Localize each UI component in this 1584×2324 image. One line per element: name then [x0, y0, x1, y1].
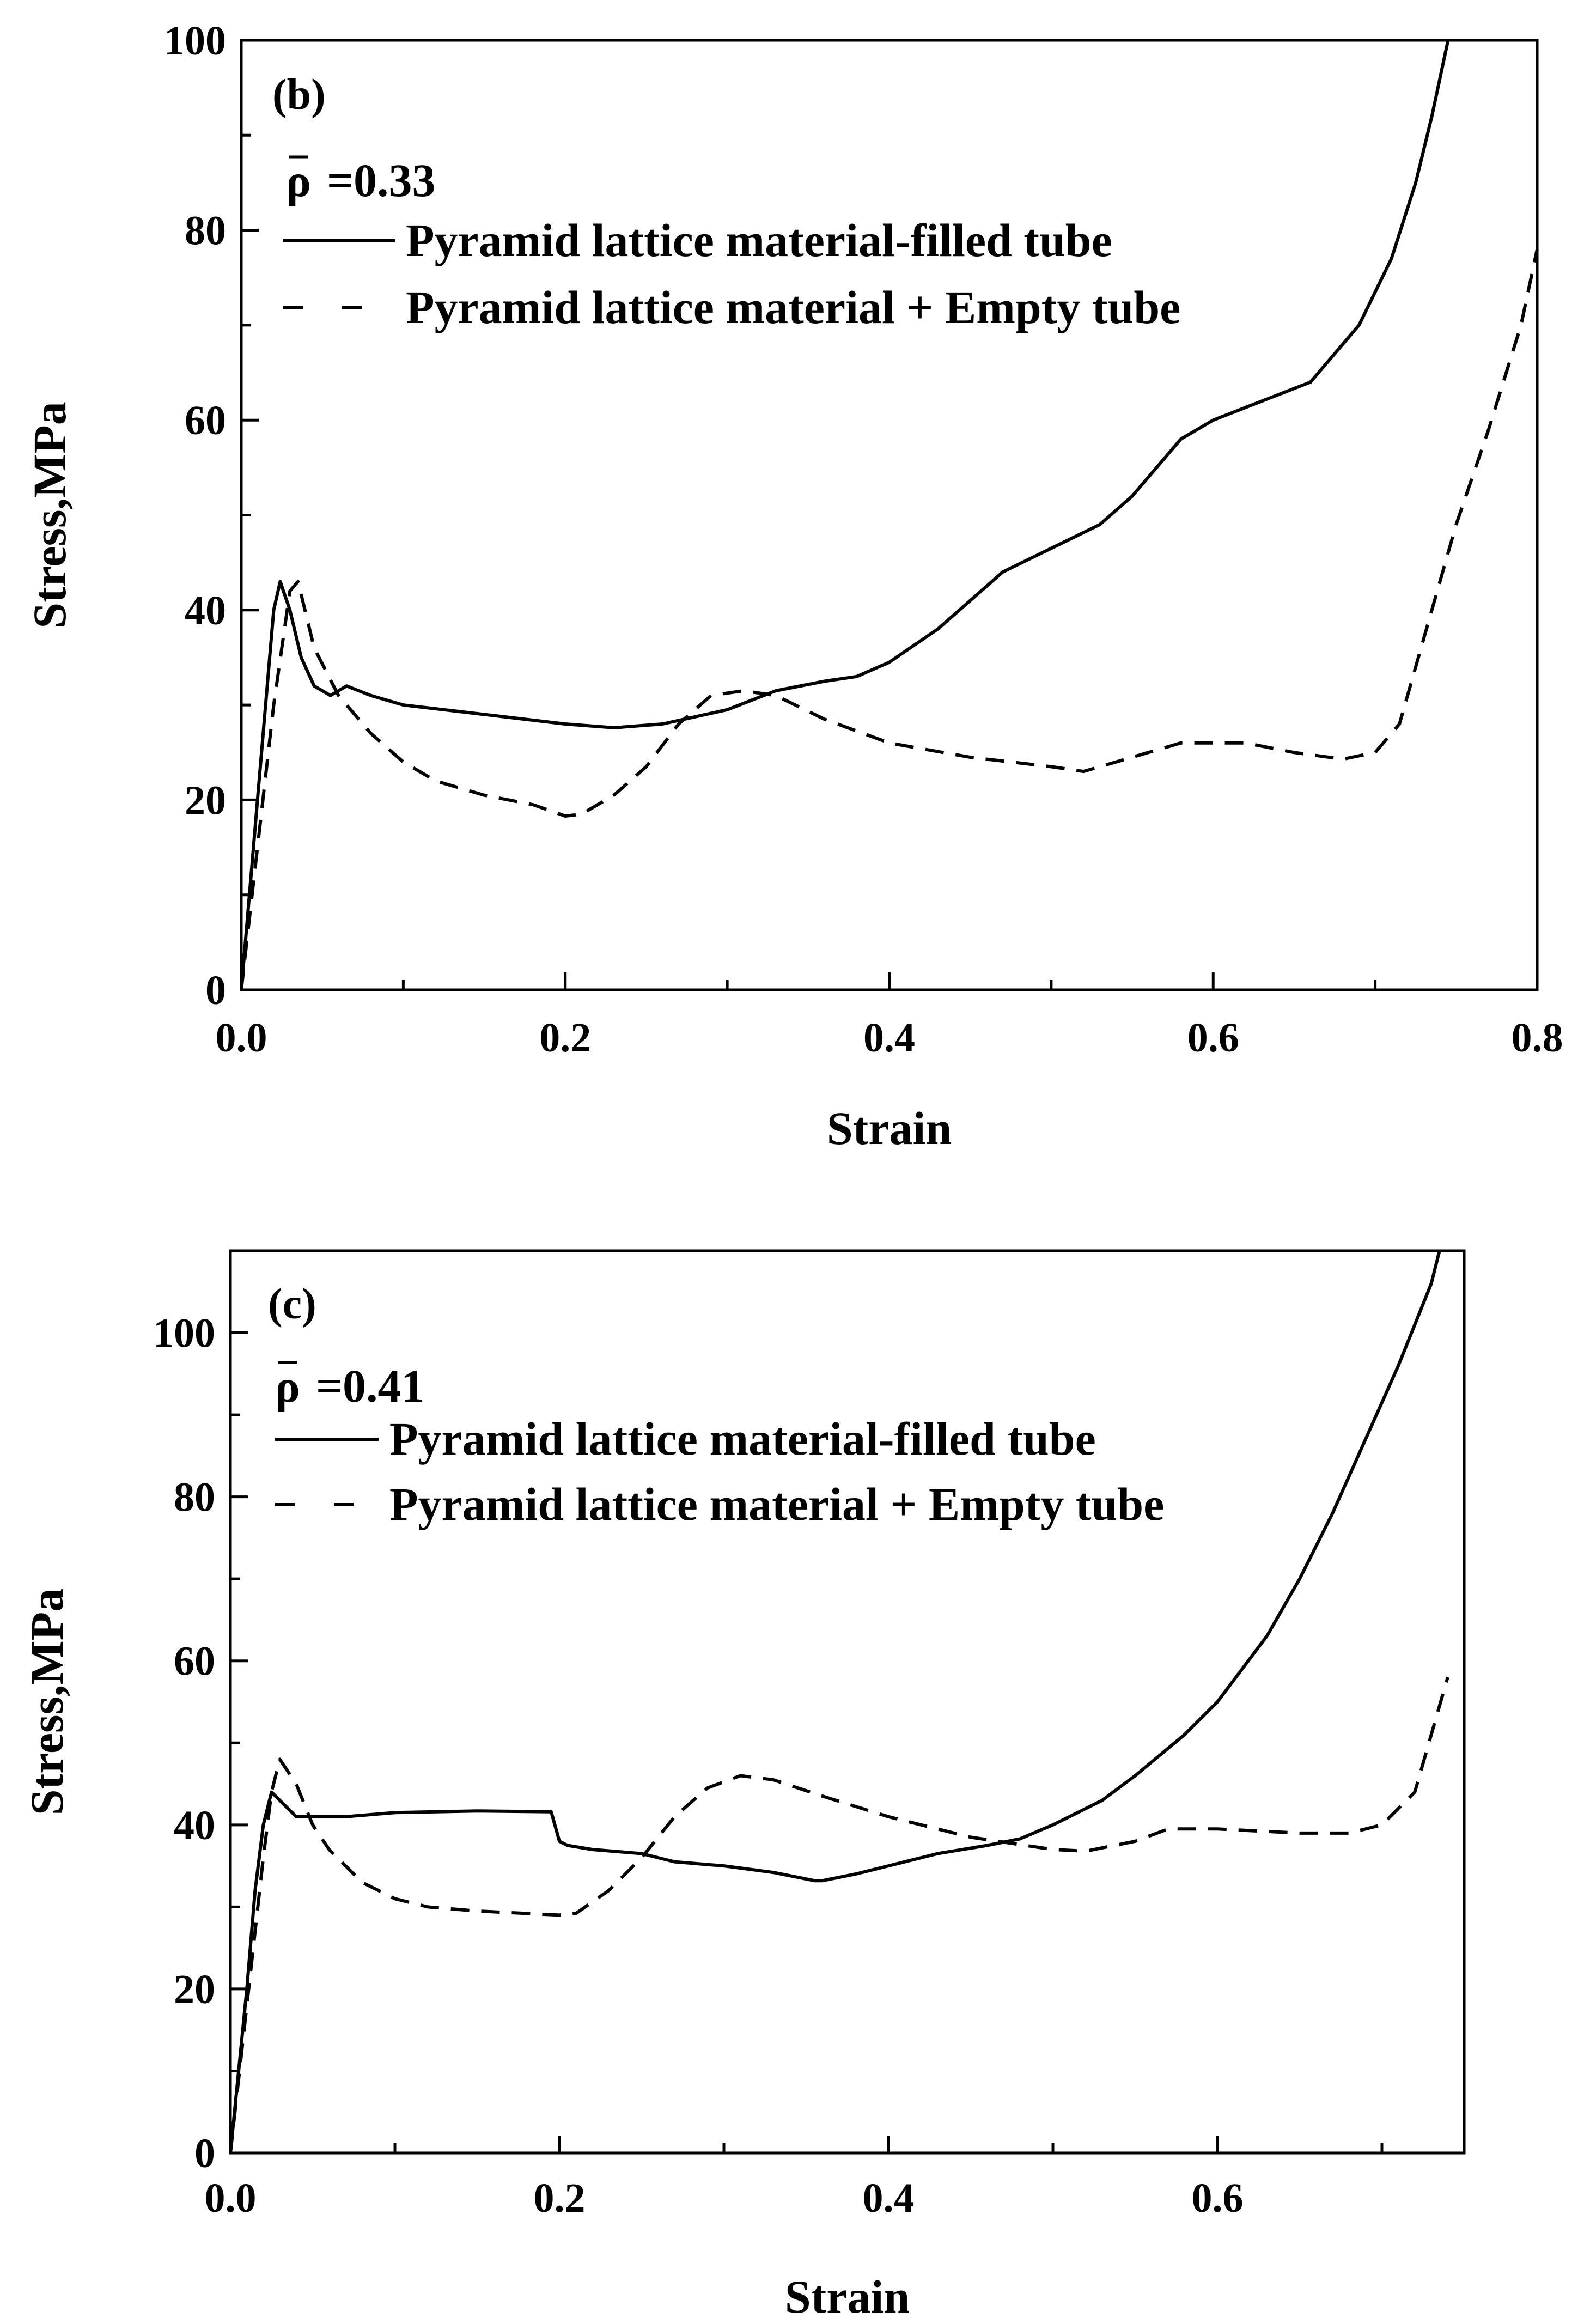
- panel-b-rho-symbol: ρ: [286, 154, 311, 206]
- panel-c-x-axis-label: Strain: [785, 2271, 910, 2323]
- panel-b-series-dashed-line: [240, 248, 1539, 990]
- panel-c-plot-frame: [229, 1249, 1466, 2155]
- panel-b-y-tick-label: 20: [185, 777, 226, 823]
- panel-c-legend-entry: Pyramid lattice material-filled tube: [389, 1413, 1096, 1465]
- panel-c-series-dashed-line: [229, 1676, 1449, 2153]
- panel-b-density-annotation: ρ =0.33: [286, 154, 436, 206]
- panel-c-chart: 0.0 0.2 0.4 0.6 0 20 40 60 80 100 Strain Stress,MPa…: [21, 1249, 1466, 2323]
- panel-c-x-tick-label: 0.4: [863, 2175, 915, 2221]
- panel-b-x-tick-label: 0.4: [863, 1015, 915, 1061]
- panel-b-x-tick-label: 0.0: [216, 1015, 267, 1061]
- panel-c-x-tick-label: 0.2: [534, 2175, 586, 2221]
- panel-b-chart: 0.0 0.2 0.4 0.6 0.8 0 20 40 60 80 100 Strain Stress,…: [23, 18, 1563, 1154]
- panel-b-x-tick-label: 0.2: [539, 1015, 591, 1061]
- panel-b-y-tick-label: 80: [185, 208, 226, 254]
- panel-c-y-tick-label: 40: [174, 1803, 215, 1848]
- panel-c-y-axis-label: Stress,MPa: [21, 1589, 73, 1815]
- panel-b-x-tick-label: 0.6: [1187, 1015, 1239, 1061]
- panel-b-y-tick-label: 100: [164, 18, 226, 64]
- panel-c-rho-value: =0.41: [316, 1360, 425, 1412]
- panel-c-y-tick-label: 80: [174, 1475, 215, 1520]
- panel-b-y-tick-label: 0: [205, 968, 226, 1013]
- panel-b-y-axis-label: Stress,MPa: [23, 401, 76, 628]
- panel-c-y-tick-label: 20: [174, 1967, 215, 2012]
- panel-b-rho-value: =0.33: [327, 154, 436, 206]
- panel-c-density-annotation: ρ =0.41: [275, 1360, 425, 1412]
- panel-c-y-tick-label: 0: [194, 2131, 215, 2176]
- panel-b-legend-entry: Pyramid lattice material-filled tube: [406, 214, 1112, 266]
- panel-b-series-solid-line: [240, 40, 1450, 990]
- panel-c-x-tick-label: 0.6: [1192, 2175, 1244, 2221]
- panel-b-panel-label: (b): [272, 71, 326, 119]
- panel-c-series-solid-line: [229, 1250, 1441, 2153]
- panel-b-y-tick-label: 40: [185, 588, 226, 634]
- panel-b-x-tick-label: 0.8: [1512, 1015, 1563, 1061]
- panel-c-legend-entry: Pyramid lattice material + Empty tube: [389, 1478, 1164, 1530]
- panel-c-legend: Pyramid lattice material-filled tube Pyra…: [275, 1413, 1164, 1530]
- panel-b-legend: Pyramid lattice material-filled tube Pyra…: [283, 214, 1180, 333]
- panel-c-y-tick-label: 100: [153, 1311, 215, 1356]
- panel-c-rho-symbol: ρ: [275, 1360, 300, 1412]
- panel-b-x-axis-label: Strain: [827, 1102, 952, 1154]
- panel-b-plot-frame: [240, 39, 1539, 991]
- panel-b-y-tick-label: 60: [185, 398, 226, 443]
- panel-c-x-tick-label: 0.0: [205, 2175, 257, 2221]
- panel-c-y-tick-label: 60: [174, 1639, 215, 1684]
- panel-c-panel-label: (c): [268, 1280, 316, 1328]
- panel-b-legend-entry: Pyramid lattice material + Empty tube: [406, 281, 1180, 333]
